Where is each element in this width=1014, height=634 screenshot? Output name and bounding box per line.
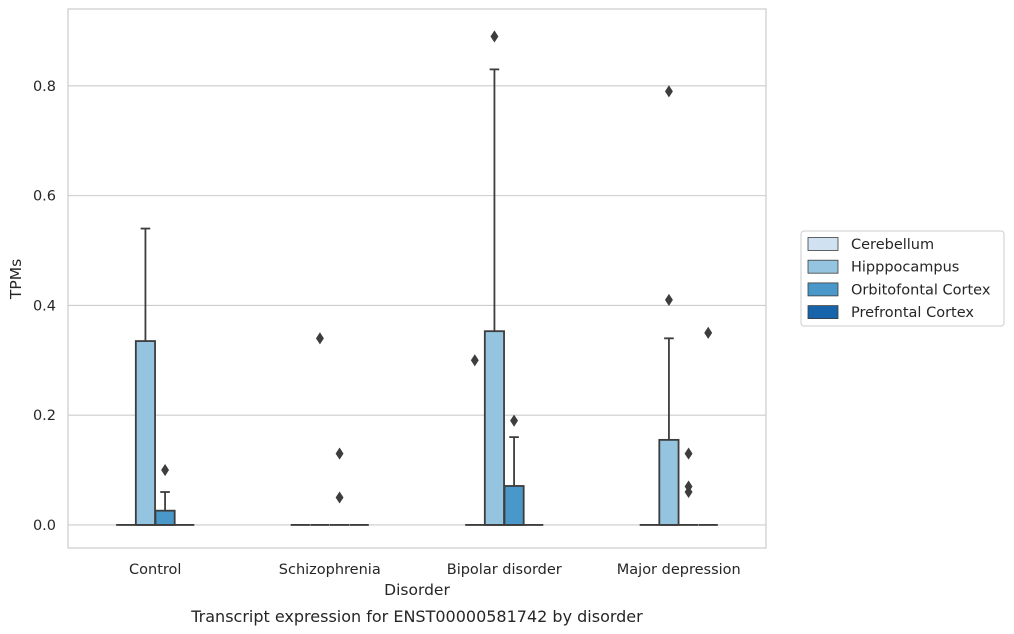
y-tick-label: 0.4	[33, 298, 56, 314]
box-hipppocampus	[310, 332, 330, 526]
box-hipppocampus	[134, 227, 156, 526]
legend-label: Hipppocampus	[851, 260, 959, 276]
box-body	[483, 330, 505, 526]
box-orbitofontal-cortex	[678, 447, 699, 526]
plot-frame	[67, 8, 767, 549]
legend-swatch	[807, 259, 839, 274]
y-axis-ticks: 0.0 0.2 0.4 0.6 0.8	[33, 79, 56, 534]
box-orbitofontal-cortex	[154, 464, 176, 526]
box-cerebellum	[465, 354, 485, 526]
legend-label: Cerebellum	[851, 237, 934, 253]
outlier-point	[470, 354, 479, 367]
outlier-point	[664, 293, 673, 306]
outlier-point	[490, 30, 499, 43]
outlier-point	[664, 85, 673, 98]
y-tick-label: 0.6	[33, 189, 56, 205]
y-axis-label: TPMs	[7, 259, 25, 300]
outlier-point	[684, 447, 693, 460]
box-hipppocampus	[658, 85, 680, 526]
outlier-point	[335, 447, 344, 460]
x-axis-ticks: Control Schizophrenia Bipolar disorder Majo…	[129, 562, 741, 578]
box-series	[116, 30, 718, 526]
x-axis-label: Disorder	[384, 581, 450, 599]
legend-label: Prefrontal Cortex	[851, 305, 974, 321]
legend-label: Orbitofontal Cortex	[851, 282, 991, 298]
x-tick-label: Bipolar disorder	[447, 562, 562, 578]
outlier-point	[704, 326, 713, 339]
legend-swatch	[807, 305, 839, 320]
legend-frame	[800, 230, 1005, 327]
box-body	[134, 340, 156, 526]
box-hipppocampus	[483, 30, 505, 526]
y-tick-label: 0.8	[33, 79, 56, 95]
outlier-point	[161, 464, 170, 477]
box-body	[154, 509, 176, 526]
box-prefrontal-cortex	[698, 326, 718, 526]
y-tick-label: 0.2	[33, 408, 56, 424]
x-tick-label: Schizophrenia	[279, 562, 381, 578]
outlier-point	[335, 491, 344, 504]
chart-caption: Transcript expression for ENST0000058174…	[190, 607, 643, 626]
outlier-point	[684, 480, 693, 493]
box-body	[658, 438, 680, 526]
x-tick-label: Control	[129, 562, 181, 578]
legend-swatch	[807, 282, 839, 297]
y-tick-label: 0.0	[33, 518, 56, 534]
outlier-point	[510, 414, 519, 427]
box-orbitofontal-cortex	[329, 447, 350, 526]
outlier-point	[315, 332, 324, 345]
x-tick-label: Major depression	[617, 562, 741, 578]
legend-swatch	[807, 237, 839, 251]
box-body	[503, 485, 525, 526]
box-orbitofontal-cortex	[503, 414, 525, 526]
legend: Cerebellum Hipppocampus Orbitofontal Corte…	[800, 230, 1005, 327]
